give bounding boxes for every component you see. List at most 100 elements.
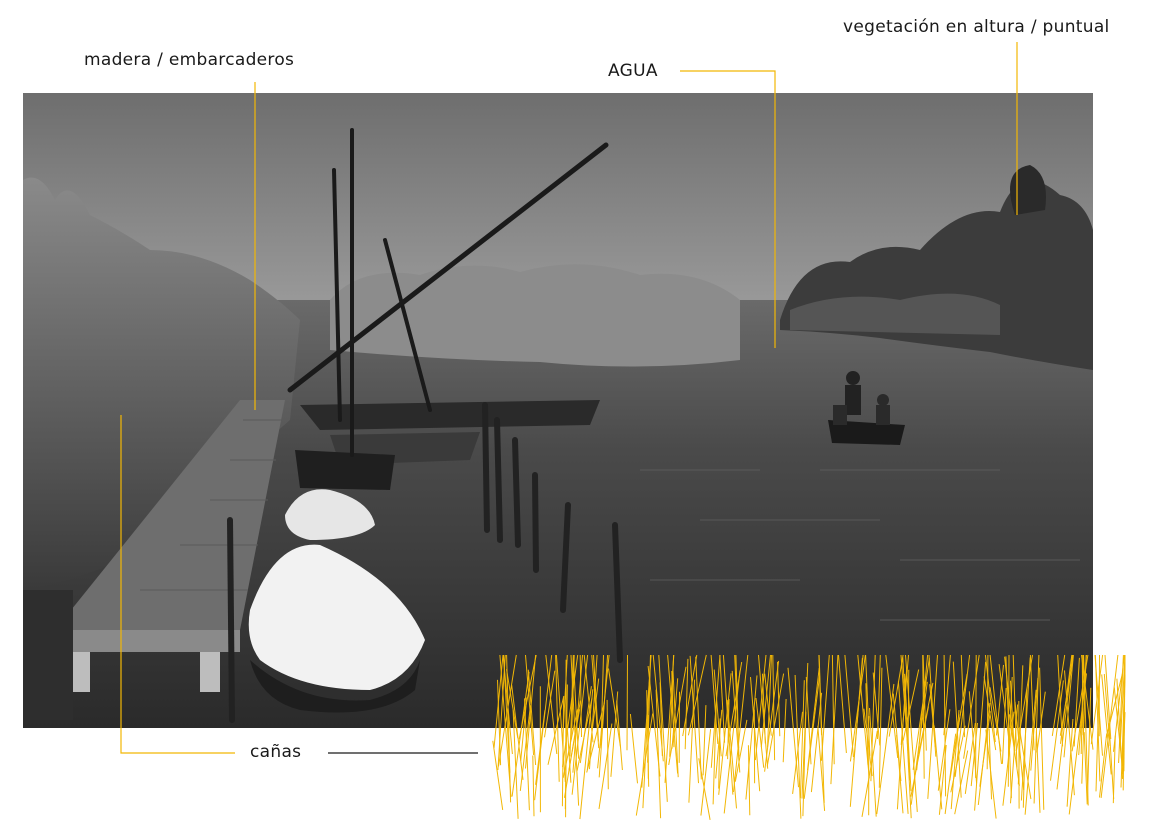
sailboat-far: [300, 400, 600, 430]
reed-stroke: [658, 654, 668, 802]
reed-stroke: [589, 654, 598, 770]
reed-stroke: [562, 654, 568, 742]
reed-stroke: [938, 744, 947, 815]
reed-stroke: [979, 711, 991, 787]
reed-stroke: [519, 705, 531, 791]
reed-stroke: [646, 690, 650, 787]
reed-stroke: [861, 730, 878, 817]
reed-stroke: [520, 697, 528, 761]
reeds-leader-up: [120, 415, 235, 754]
reed-stroke: [511, 671, 530, 797]
reed-stroke: [734, 654, 740, 757]
reed-stroke: [905, 654, 918, 812]
reed-stroke: [1010, 680, 1015, 754]
reed-stroke: [525, 654, 537, 769]
reed-stroke: [710, 654, 719, 744]
reed-stroke: [918, 682, 934, 755]
reed-stroke: [766, 673, 785, 767]
reed-stroke: [573, 660, 580, 759]
reed-stroke: [664, 654, 675, 783]
sailboat-near: [295, 450, 395, 490]
reed-stroke: [787, 667, 799, 788]
reed-stroke: [1118, 654, 1124, 764]
reed-stroke: [1099, 733, 1108, 798]
reed-stroke: [629, 713, 638, 784]
reed-stroke: [687, 654, 707, 736]
reed-stroke: [777, 661, 781, 737]
reed-stroke: [586, 702, 605, 773]
reed-stroke: [927, 654, 938, 799]
reed-stroke: [597, 654, 610, 769]
reed-stroke: [1051, 654, 1066, 737]
reed-stroke: [525, 654, 535, 756]
reed-stroke: [1081, 654, 1087, 784]
left-reeds: [23, 177, 300, 590]
wooden-jetty: [55, 400, 285, 630]
reed-stroke: [949, 709, 962, 781]
reed-stroke: [754, 654, 767, 761]
leader-lines: [120, 42, 1018, 754]
reed-stroke: [820, 654, 830, 761]
reed-stroke: [1024, 689, 1037, 815]
reed-stroke: [794, 674, 802, 819]
reed-stroke: [555, 654, 560, 782]
reed-stroke: [610, 691, 619, 777]
reed-stroke: [818, 654, 822, 736]
reed-stroke: [733, 654, 749, 793]
reed-stroke: [626, 654, 628, 751]
reed-stroke: [933, 725, 943, 810]
reed-stroke: [579, 654, 582, 738]
reed-stroke: [1002, 711, 1015, 806]
reed-hatching: [492, 654, 1126, 820]
reed-stroke: [1103, 673, 1111, 747]
reed-stroke: [877, 654, 881, 740]
reed-stroke: [700, 729, 712, 816]
reed-stroke: [943, 654, 947, 797]
reed-stroke: [984, 654, 996, 743]
reed-stroke: [1101, 674, 1112, 775]
reed-stroke: [713, 669, 722, 757]
reed-stroke: [672, 671, 679, 778]
reed-stroke: [865, 654, 871, 756]
reed-stroke: [764, 673, 772, 736]
reed-stroke: [802, 711, 807, 817]
canal-photograph: [23, 93, 1093, 728]
reed-stroke: [719, 654, 726, 743]
reed-stroke: [562, 654, 579, 768]
reed-stroke: [1039, 667, 1045, 810]
reed-stroke: [608, 668, 621, 747]
reed-stroke: [937, 709, 951, 791]
reed-stroke: [689, 655, 699, 784]
reed-stroke: [1086, 687, 1092, 801]
palm-tree: [1010, 165, 1046, 215]
reed-stroke: [545, 654, 558, 755]
reed-stroke: [960, 654, 966, 738]
reed-stroke: [1063, 654, 1074, 758]
reed-stroke: [725, 661, 743, 757]
reed-stroke: [544, 670, 556, 738]
reed-stroke: [1073, 657, 1080, 747]
reed-stroke: [731, 670, 741, 773]
reed-stroke: [876, 683, 895, 815]
reed-stroke: [506, 669, 519, 739]
reed-stroke: [616, 700, 623, 771]
reed-stroke: [772, 654, 776, 761]
reed-stroke: [1036, 691, 1046, 753]
reed-stroke: [512, 709, 519, 819]
reed-stroke: [878, 667, 883, 788]
reed-stroke: [718, 673, 732, 795]
reed-stroke: [750, 677, 761, 792]
reed-stroke: [910, 681, 928, 805]
reed-stroke: [569, 654, 574, 757]
reed-stroke: [758, 654, 769, 769]
reed-stroke: [698, 758, 711, 820]
reed-stroke: [792, 711, 803, 794]
reed-stroke: [838, 654, 847, 754]
reed-stroke: [857, 654, 870, 779]
reed-stroke: [1122, 662, 1126, 791]
reed-stroke: [810, 692, 823, 793]
reed-stroke: [688, 679, 696, 803]
reed-stroke: [1081, 654, 1084, 736]
reed-stroke: [655, 689, 662, 819]
